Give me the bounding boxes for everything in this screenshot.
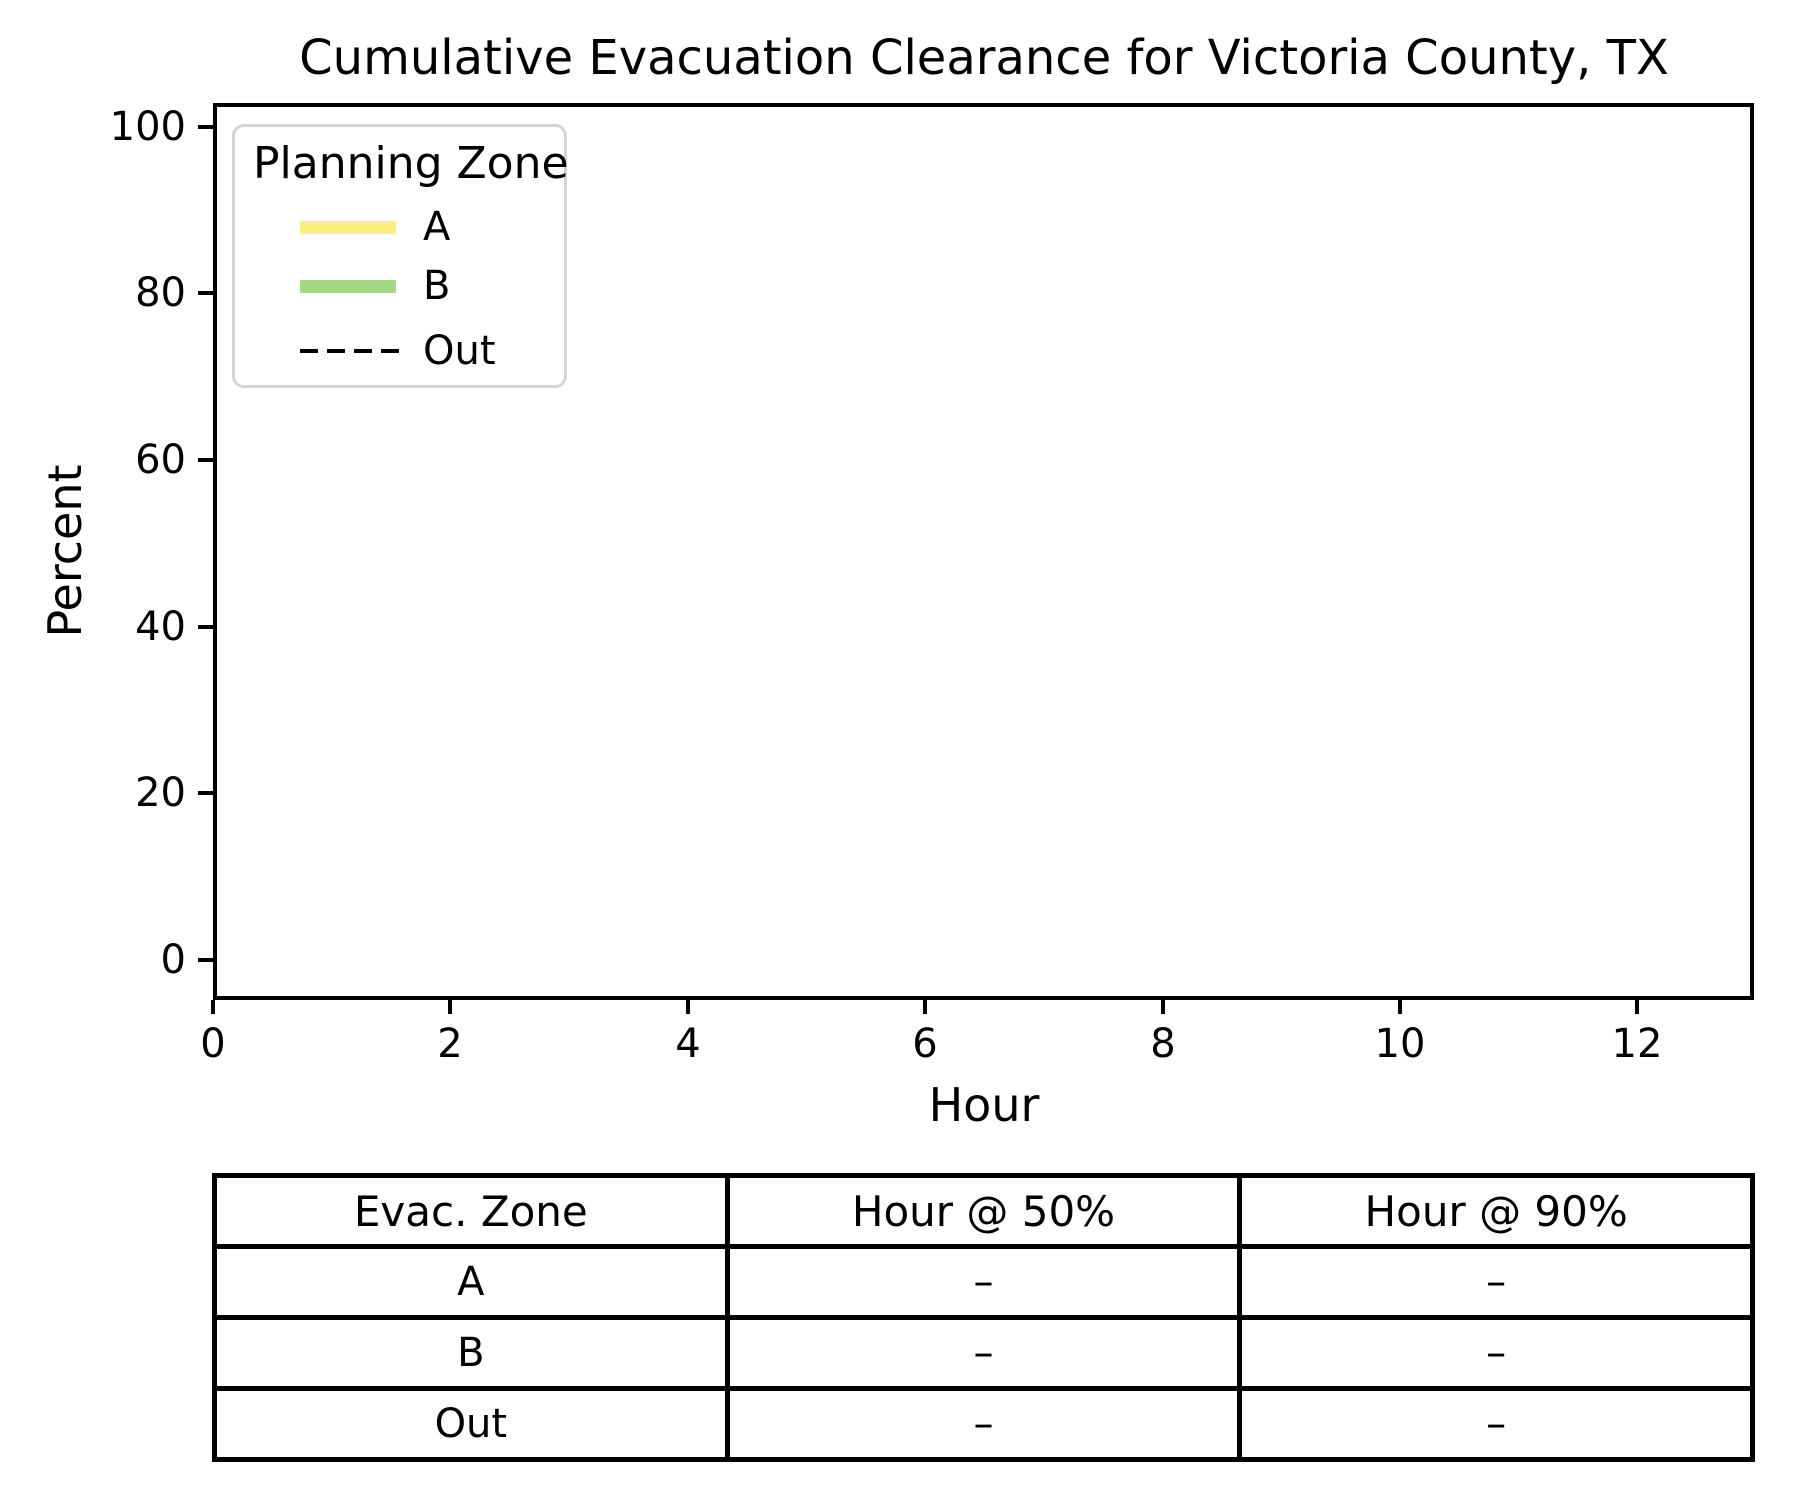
zone-b-hour90-cell: – [1237,1315,1755,1391]
x-tick-label-10: 10 [1374,1021,1426,1067]
x-tickmark-10 [1398,1000,1402,1014]
y-tickmark-20 [198,791,213,795]
zone-out-dashed-line-swatch [300,349,399,353]
legend-title: Planning Zone [253,138,569,189]
zone-out-hour50-cell: – [724,1386,1243,1462]
x-tick-label-8: 8 [1150,1021,1176,1067]
y-tickmark-40 [198,625,213,629]
legend-entry-label-b: B [423,263,451,309]
y-tick-label-100: 100 [109,104,186,150]
x-tick-label-2: 2 [437,1021,463,1067]
table-header-hour-90: Hour @ 90% [1237,1173,1755,1249]
y-tickmark-100 [198,125,213,129]
zone-b-line-swatch [300,280,396,293]
legend-entry-label-out: Out [423,328,496,374]
x-tickmark-12 [1635,1000,1639,1014]
y-tickmark-60 [198,458,213,462]
zone-out-hour90-cell: – [1237,1386,1755,1462]
zone-b-name-cell: B [212,1315,730,1391]
table-header-evac-zone: Evac. Zone [212,1173,730,1249]
zone-a-hour90-cell: – [1237,1244,1755,1320]
x-tick-label-6: 6 [912,1021,938,1067]
x-tickmark-8 [1161,1000,1165,1014]
zone-b-hour50-cell: – [724,1315,1243,1391]
clearance-summary-table: Evac. Zone Hour @ 50% Hour @ 90% A – – B… [212,1173,1755,1462]
table-header-row: Evac. Zone Hour @ 50% Hour @ 90% [212,1173,1755,1249]
y-tick-label-80: 80 [135,270,186,316]
x-tick-label-0: 0 [200,1021,226,1067]
legend: Planning Zone A B Out [232,124,569,388]
x-tickmark-4 [686,1000,690,1014]
legend-entry-label-a: A [423,204,451,250]
table-row: A – – [212,1244,1755,1320]
x-tickmark-6 [923,1000,927,1014]
zone-a-hour50-cell: – [724,1244,1243,1320]
x-tick-label-4: 4 [675,1021,701,1067]
table-header-hour-50: Hour @ 50% [724,1173,1243,1249]
zone-out-name-cell: Out [212,1386,730,1462]
y-axis-label: Percent [38,464,92,638]
x-tickmark-0 [211,1000,215,1014]
y-tickmark-80 [198,291,213,295]
y-tick-label-40: 40 [135,604,186,650]
y-tick-label-60: 60 [135,437,186,483]
chart-title: Cumulative Evacuation Clearance for Vict… [299,30,1669,86]
y-tickmark-0 [198,958,213,962]
table-row: Out – – [212,1386,1755,1462]
y-tick-label-0: 0 [160,937,186,983]
zone-a-name-cell: A [212,1244,730,1320]
x-tick-label-12: 12 [1611,1021,1663,1067]
y-tick-label-20: 20 [135,770,186,816]
zone-a-line-swatch [300,221,396,234]
x-axis-label: Hour [928,1078,1040,1132]
table-row: B – – [212,1315,1755,1391]
x-tickmark-2 [448,1000,452,1014]
